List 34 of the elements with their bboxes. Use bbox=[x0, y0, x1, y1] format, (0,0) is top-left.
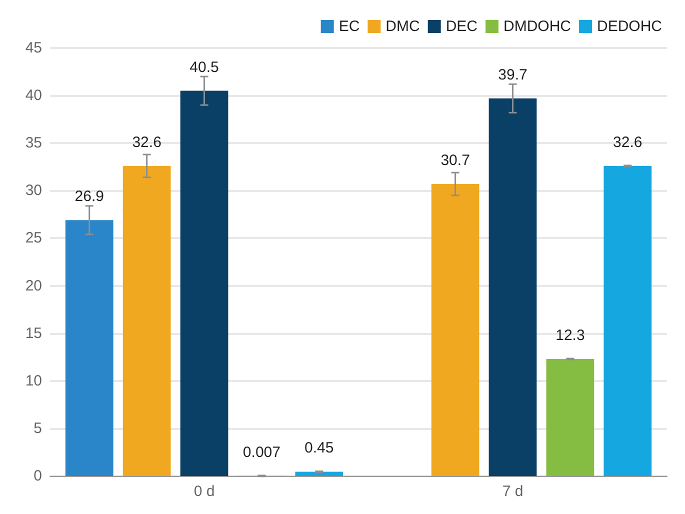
y-tick-label: 30 bbox=[25, 182, 42, 200]
x-tick-label: 7 d bbox=[502, 483, 524, 500]
data-label: 32.6 bbox=[132, 134, 162, 151]
legend-label: DEC bbox=[446, 18, 478, 35]
data-label: 40.5 bbox=[190, 58, 219, 76]
bar bbox=[431, 184, 480, 476]
y-tick-label: 0 bbox=[34, 468, 42, 484]
legend-label: DMC bbox=[386, 18, 420, 35]
bar bbox=[122, 166, 171, 476]
data-label: 39.7 bbox=[498, 66, 528, 84]
y-tick-label: 40 bbox=[25, 87, 42, 104]
bar bbox=[488, 98, 537, 476]
bar bbox=[604, 166, 652, 476]
legend-label: DMDOHC bbox=[504, 18, 572, 35]
y-tick-label: 45 bbox=[25, 40, 42, 56]
y-tick-label: 15 bbox=[25, 324, 42, 342]
y-tick-label: 25 bbox=[25, 230, 42, 247]
legend-label: EC bbox=[338, 18, 360, 35]
bar bbox=[546, 359, 594, 476]
bar bbox=[295, 472, 344, 476]
data-label: 32.6 bbox=[613, 134, 642, 151]
y-tick-label: 35 bbox=[25, 134, 42, 152]
legend-label: DEDOHC bbox=[597, 18, 662, 35]
data-label: 30.7 bbox=[440, 152, 470, 170]
data-label: 26.9 bbox=[74, 188, 104, 206]
data-label: 12.3 bbox=[556, 327, 585, 344]
y-tick-label: 5 bbox=[34, 420, 42, 437]
bar bbox=[180, 90, 228, 476]
data-label: 0.007 bbox=[242, 444, 280, 461]
y-tick-label: 10 bbox=[25, 372, 42, 390]
bar bbox=[65, 220, 114, 476]
y-tick-label: 20 bbox=[25, 277, 42, 294]
data-label: 0.45 bbox=[304, 440, 334, 457]
x-tick-label: 0 d bbox=[194, 483, 215, 500]
